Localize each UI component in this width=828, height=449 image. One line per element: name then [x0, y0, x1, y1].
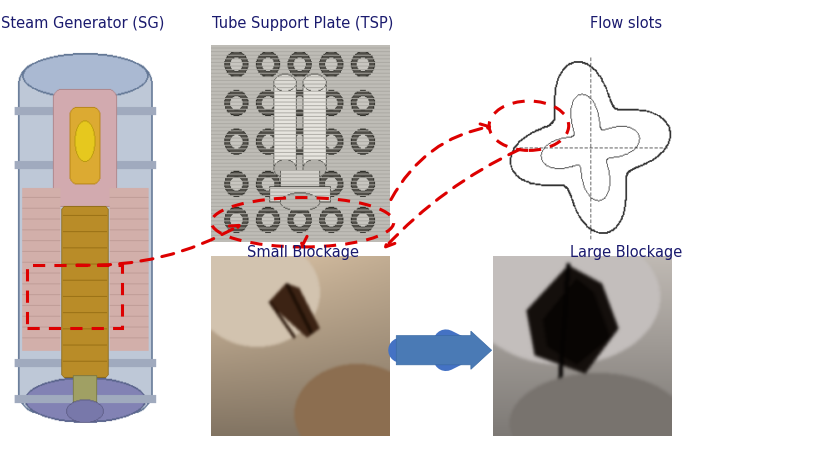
FancyArrow shape: [396, 331, 491, 369]
Bar: [26, 265, 122, 328]
Text: Small Blockage: Small Blockage: [246, 245, 359, 260]
Text: Large Blockage: Large Blockage: [569, 245, 681, 260]
Text: Flow slots: Flow slots: [589, 16, 662, 31]
Text: Tube Support Plate (TSP): Tube Support Plate (TSP): [212, 16, 392, 31]
Text: Steam Generator (SG): Steam Generator (SG): [1, 16, 165, 31]
